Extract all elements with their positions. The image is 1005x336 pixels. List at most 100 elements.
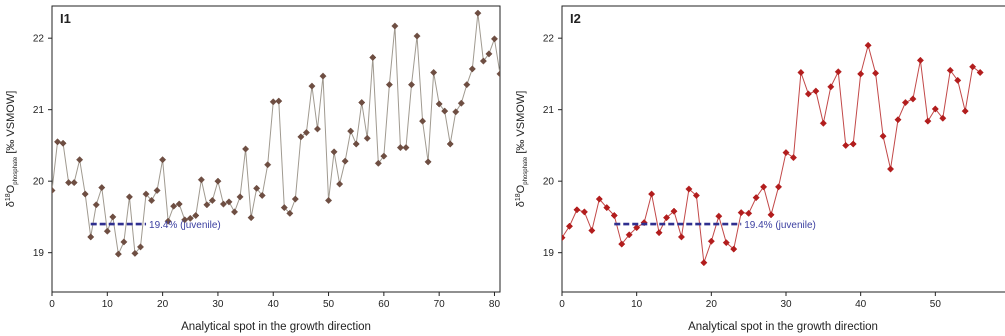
data-point <box>380 152 388 160</box>
data-point <box>131 249 139 257</box>
data-point <box>347 127 355 135</box>
y-tick-label: 19 <box>543 248 555 259</box>
data-point <box>946 66 954 74</box>
x-tick-label: 70 <box>434 299 446 310</box>
data-point <box>59 139 67 147</box>
data-point <box>363 134 371 142</box>
data-point <box>662 214 671 222</box>
data-point <box>774 183 783 191</box>
data-point <box>336 180 344 188</box>
x-tick-label: 50 <box>323 299 335 310</box>
data-point <box>341 157 349 165</box>
data-point <box>595 195 603 203</box>
data-point <box>976 68 984 77</box>
y-tick-label: 22 <box>543 34 555 45</box>
y-axis-label-part: phosphate <box>13 156 19 185</box>
data-point <box>916 56 924 64</box>
data-point <box>827 83 835 91</box>
data-point <box>872 69 880 77</box>
data-point <box>745 209 753 217</box>
data-point <box>219 200 228 208</box>
y-axis-label-part: [‰ VSMOW] <box>5 91 17 157</box>
data-point <box>302 129 310 137</box>
data-point <box>214 177 222 185</box>
data-point <box>208 196 216 205</box>
data-point <box>931 105 939 113</box>
data-point <box>53 138 62 146</box>
data-point <box>603 204 611 212</box>
data-point <box>275 97 283 105</box>
data-point <box>148 196 156 205</box>
data-point <box>402 144 410 152</box>
y-axis-label-part: δ <box>515 201 527 207</box>
data-point <box>109 213 117 221</box>
x-tick-label: 0 <box>559 299 565 310</box>
data-point <box>879 132 887 140</box>
data-point <box>737 209 745 217</box>
data-point <box>435 100 443 108</box>
data-point <box>463 81 471 89</box>
y-axis-label-part: 18 <box>515 193 522 201</box>
series-group <box>562 41 984 267</box>
x-tick-label: 60 <box>378 299 390 310</box>
data-point <box>969 63 977 71</box>
data-point <box>358 98 366 107</box>
y-axis-label-part: O <box>5 184 17 193</box>
data-point <box>707 237 715 245</box>
data-point <box>120 238 128 246</box>
data-point <box>70 179 78 187</box>
data-point <box>849 140 857 148</box>
data-point <box>655 229 663 237</box>
data-point <box>752 194 760 202</box>
data-point <box>452 108 460 116</box>
data-point <box>65 179 73 187</box>
data-point <box>715 212 723 220</box>
x-tick-label: 20 <box>706 299 718 310</box>
data-point <box>136 243 145 251</box>
data-point <box>308 82 316 90</box>
y-axis-label-part: O <box>515 184 527 193</box>
data-point <box>490 35 499 43</box>
data-point <box>87 233 95 241</box>
data-point <box>430 68 438 77</box>
data-point <box>225 198 233 206</box>
data-point <box>886 165 895 173</box>
data-point <box>685 185 693 193</box>
data-point <box>175 200 183 208</box>
y-tick-label: 21 <box>33 105 45 116</box>
data-point <box>924 117 932 125</box>
data-point <box>413 32 421 40</box>
data-point <box>782 149 790 157</box>
data-point <box>164 217 172 225</box>
data-point <box>142 190 150 198</box>
data-point <box>125 193 133 201</box>
data-point <box>961 107 969 115</box>
y-axis-label: δ18Ophosphate [‰ VSMOW] <box>5 91 19 208</box>
data-point <box>610 211 618 220</box>
data-point <box>114 250 122 258</box>
data-point <box>562 234 566 242</box>
data-point <box>313 125 322 133</box>
data-point <box>864 41 872 49</box>
data-point <box>192 211 200 220</box>
data-point <box>230 208 239 216</box>
data-point <box>269 98 277 106</box>
data-point <box>496 70 500 78</box>
data-point <box>253 184 261 192</box>
y-axis-label-part: phosphate <box>523 156 529 185</box>
x-tick-label: 40 <box>268 299 280 310</box>
panel-label: I1 <box>60 11 71 26</box>
data-point <box>297 133 305 141</box>
y-tick-label: 22 <box>33 34 45 45</box>
data-point <box>324 196 333 205</box>
data-point <box>369 53 377 62</box>
y-axis-label-part: δ <box>5 201 17 207</box>
data-point <box>159 156 167 164</box>
data-point <box>954 76 962 84</box>
data-point <box>789 154 798 162</box>
reference-label: 19.4% (juvenile) <box>744 220 816 231</box>
data-point <box>670 207 678 215</box>
reference-label: 19.4% (juvenile) <box>149 220 221 231</box>
data-point <box>692 191 700 200</box>
